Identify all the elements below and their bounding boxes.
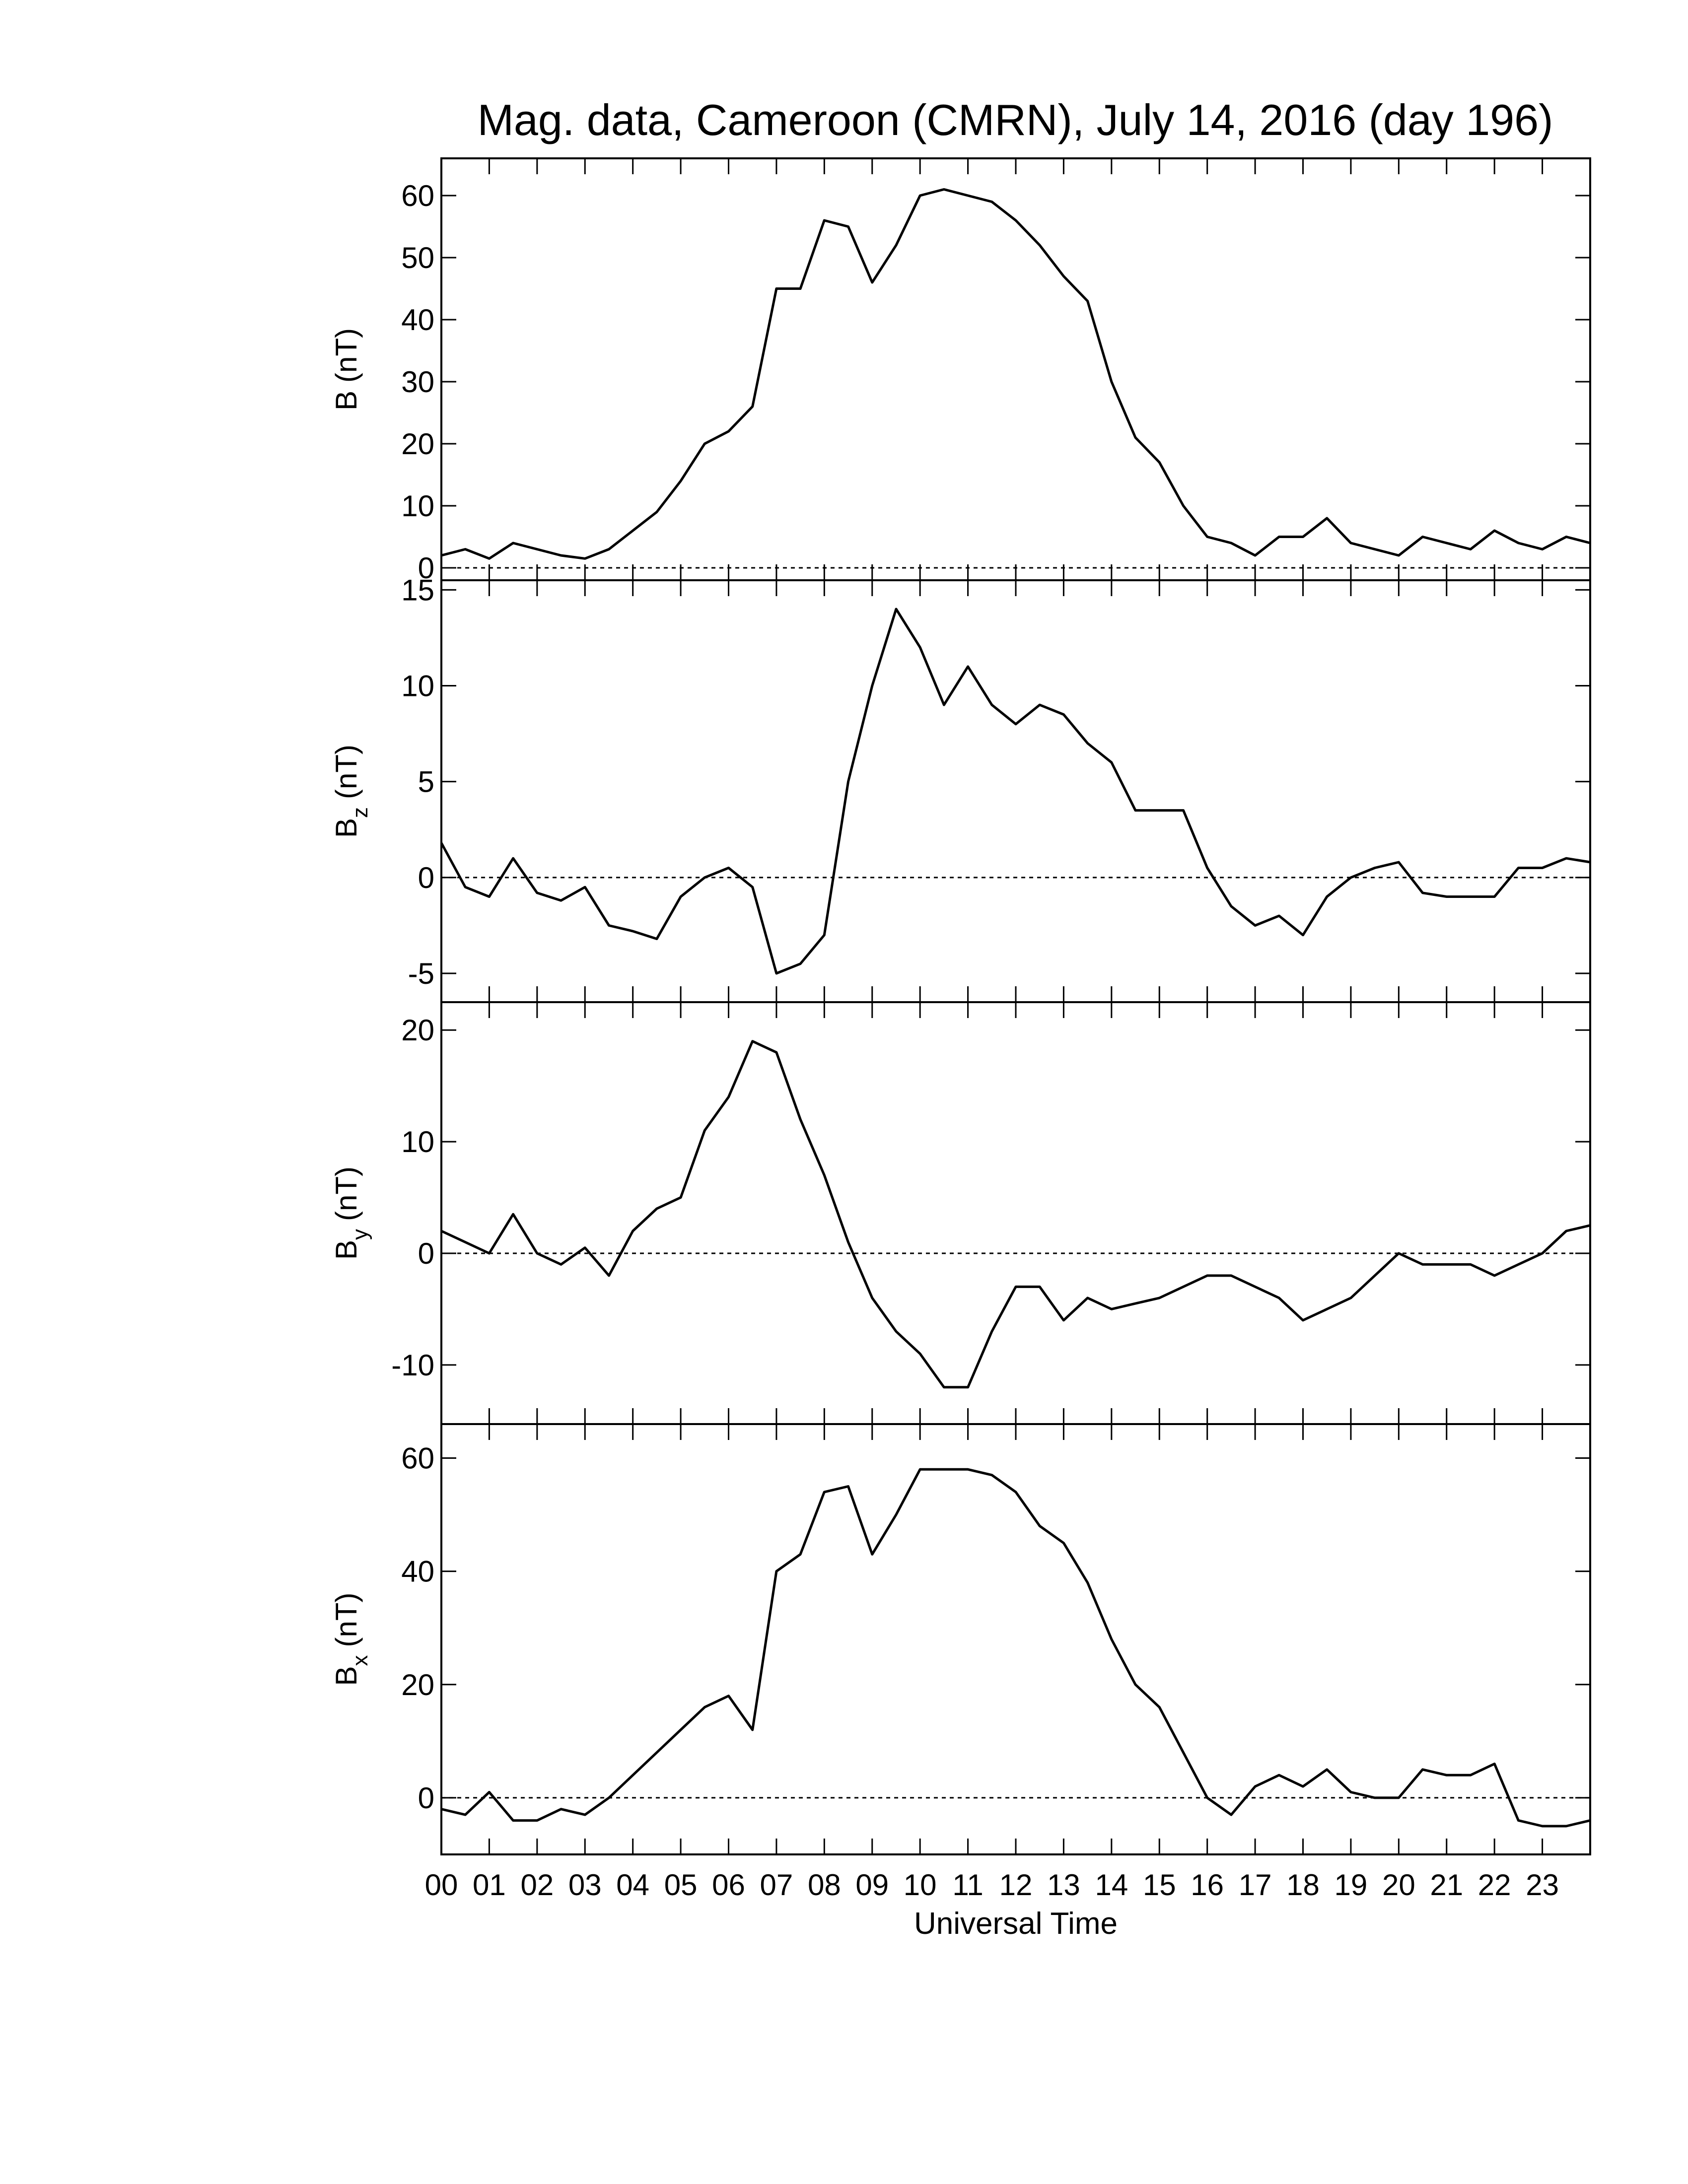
y-tick-label: 10 <box>401 1125 434 1159</box>
y-axis-label: B (nT) <box>330 328 363 410</box>
x-tick-label: 20 <box>1382 1868 1415 1902</box>
y-tick-label: 40 <box>401 1555 434 1588</box>
y-tick-label: 20 <box>401 1014 434 1047</box>
x-tick-label: 11 <box>952 1868 983 1902</box>
data-line <box>440 608 1591 975</box>
y-axis-label-subscript: y <box>348 1229 372 1240</box>
y-tick-label: 15 <box>401 573 434 607</box>
y-axis-label-subscript: x <box>348 1655 372 1666</box>
y-tick-label: 0 <box>418 1237 434 1270</box>
y-tick-label: 0 <box>418 861 434 894</box>
y-axis-label: Bx (nT) <box>330 1592 372 1686</box>
x-tick-label: 01 <box>473 1868 506 1902</box>
y-tick-label: 30 <box>401 365 434 399</box>
x-tick-label: 15 <box>1143 1868 1176 1902</box>
y-axis-label-unit: (nT) <box>330 1166 363 1221</box>
y-tick-label: -5 <box>408 957 434 990</box>
data-line <box>441 188 1591 560</box>
y-tick-label: 50 <box>401 241 434 274</box>
y-axis-label-main: B <box>330 818 363 838</box>
y-axis-label-main: B <box>330 391 363 410</box>
y-tick-label: 60 <box>401 179 434 212</box>
x-tick-label: 05 <box>664 1868 698 1902</box>
y-axis-label: By (nT) <box>330 1166 372 1260</box>
x-tick-label: 00 <box>425 1868 458 1902</box>
x-tick-label: 23 <box>1526 1868 1559 1902</box>
x-tick-label: 08 <box>808 1868 841 1902</box>
x-tick-label: 09 <box>855 1868 889 1902</box>
y-tick-label: 10 <box>401 670 434 703</box>
y-tick-label: -10 <box>391 1349 434 1382</box>
y-tick-label: 10 <box>401 489 434 523</box>
y-tick-label: 0 <box>418 1781 434 1815</box>
y-axis-label-main: B <box>330 1240 363 1260</box>
x-tick-label: 04 <box>616 1868 649 1902</box>
x-tick-label: 17 <box>1239 1868 1272 1902</box>
x-tick-label: 14 <box>1095 1868 1128 1902</box>
data-line <box>440 1040 1591 1389</box>
x-tick-label: 16 <box>1191 1868 1224 1902</box>
y-axis-label-subscript: z <box>348 807 372 818</box>
y-tick-label: 0 <box>418 551 434 585</box>
y-axis-label-unit: (nT) <box>330 745 363 799</box>
x-tick-label: 13 <box>1047 1868 1080 1902</box>
y-tick-label: 5 <box>418 765 434 799</box>
x-tick-label: 12 <box>999 1868 1033 1902</box>
y-axis-label: Bz (nT) <box>330 745 372 838</box>
x-tick-label: 10 <box>904 1868 937 1902</box>
y-tick-label: 20 <box>401 1668 434 1702</box>
x-tick-label: 21 <box>1430 1868 1463 1902</box>
x-tick-label: 06 <box>712 1868 745 1902</box>
y-axis-label-main: B <box>330 1666 363 1686</box>
y-axis-label-unit: (nT) <box>330 328 363 383</box>
y-tick-label: 20 <box>401 427 434 461</box>
y-axis-label-unit: (nT) <box>330 1592 363 1647</box>
x-axis-label: Universal Time <box>914 1907 1118 1941</box>
y-tick-label: 40 <box>401 303 434 337</box>
data-line <box>441 1468 1591 1828</box>
x-tick-label: 03 <box>568 1868 602 1902</box>
x-tick-label: 02 <box>520 1868 554 1902</box>
chart-title: Mag. data, Cameroon (CMRN), July 14, 201… <box>478 95 1553 144</box>
x-tick-label: 07 <box>760 1868 793 1902</box>
x-tick-label: 19 <box>1335 1868 1368 1902</box>
x-tick-label: 22 <box>1478 1868 1511 1902</box>
y-tick-label: 60 <box>401 1441 434 1475</box>
x-tick-label: 18 <box>1286 1868 1320 1902</box>
